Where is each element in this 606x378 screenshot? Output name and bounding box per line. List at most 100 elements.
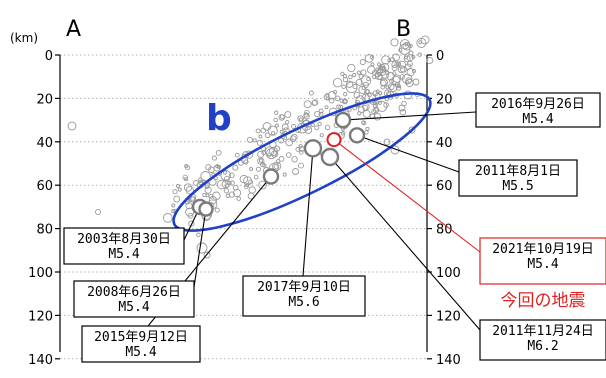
background-event: [268, 146, 279, 156]
event-marker: [326, 132, 342, 148]
event-magnitude-label: M5.4: [125, 345, 156, 360]
left-tick-label: 40: [36, 136, 53, 151]
event-label-box: [475, 92, 601, 128]
background-event: [271, 150, 279, 158]
event-marker: [334, 111, 352, 129]
background-event: [185, 165, 191, 171]
background-event: [196, 242, 208, 254]
event-marker: [348, 127, 366, 144]
event-date-label: 2008年6月26日: [87, 285, 181, 300]
background-event: [397, 84, 401, 89]
background-event: [308, 90, 314, 96]
background-event: [371, 109, 377, 115]
background-event: [262, 122, 272, 131]
background-event: [182, 174, 189, 181]
background-event: [267, 125, 278, 136]
left-tick-label: 80: [36, 223, 53, 238]
background-event: [171, 203, 176, 208]
background-event: [389, 84, 398, 92]
background-event: [318, 108, 324, 114]
background-event: [281, 123, 289, 131]
background-event: [237, 159, 244, 166]
depth-axes: [59, 55, 428, 352]
background-event: [371, 70, 378, 76]
background-event: [274, 123, 279, 128]
background-event: [377, 72, 382, 77]
background-event: [248, 186, 256, 194]
background-event: [304, 109, 310, 116]
background-event: [332, 77, 343, 88]
background-event: [394, 82, 401, 88]
background-event: [399, 39, 410, 50]
event-marker: [198, 201, 214, 217]
background-event: [267, 152, 272, 157]
left-tick-label: 20: [36, 92, 53, 107]
background-event: [285, 138, 294, 147]
background-event: [360, 69, 367, 76]
background-event: [274, 110, 279, 115]
left-tick-label: 140: [28, 353, 53, 368]
background-event: [355, 78, 363, 86]
background-event: [326, 96, 331, 101]
background-event: [264, 146, 275, 157]
background-event: [255, 166, 262, 172]
event-marker: [303, 139, 323, 158]
background-event: [340, 71, 345, 77]
background-event: [341, 98, 348, 105]
background-event: [343, 99, 348, 104]
background-event: [67, 121, 77, 131]
right-tick-label: 120: [436, 309, 461, 324]
background-event: [357, 111, 362, 116]
event-leader-line: [333, 139, 481, 253]
background-event: [282, 172, 287, 177]
background-event: [314, 110, 321, 118]
background-event: [387, 58, 392, 63]
event-marker: [262, 168, 280, 185]
background-event: [303, 100, 312, 109]
background-event: [417, 52, 422, 57]
unit-label: (km): [10, 31, 38, 45]
background-event: [345, 80, 354, 88]
event-label-box: [73, 280, 195, 318]
background-event: [380, 79, 387, 86]
background-event: [339, 98, 344, 103]
event-label-box: [479, 237, 606, 285]
background-event: [352, 72, 357, 78]
background-event: [398, 104, 406, 112]
background-event: [348, 74, 353, 80]
event-magnitude-label: M5.5: [502, 179, 533, 194]
background-event: [300, 120, 312, 131]
background-event: [228, 191, 235, 198]
background-event: [249, 167, 254, 171]
right-tick-label: 60: [436, 179, 453, 194]
background-event: [255, 128, 261, 134]
background-event: [397, 60, 406, 69]
background-event: [298, 117, 303, 122]
background-event: [256, 139, 263, 146]
left-tick-labels: 0 20 40 60 80 100 120 140: [28, 49, 53, 368]
background-event: [359, 59, 366, 66]
background-event: [353, 91, 361, 99]
current-event-note: 今回の地震: [501, 291, 586, 311]
background-event: [404, 63, 412, 70]
background-event: [172, 189, 178, 195]
background-event: [420, 35, 430, 45]
left-tick-label: 120: [28, 309, 53, 324]
background-event: [343, 92, 348, 97]
background-event: [224, 183, 230, 188]
background-event: [285, 119, 290, 125]
background-event: [188, 220, 195, 227]
background-event: [214, 207, 220, 213]
background-event: [236, 196, 241, 201]
event-leader-line: [329, 156, 481, 331]
background-event: [183, 177, 189, 182]
left-tick-label: 100: [28, 266, 53, 281]
background-event: [324, 105, 329, 110]
event-leader-line: [193, 208, 207, 288]
background-event: [234, 152, 240, 158]
background-event: [212, 191, 221, 201]
event-date-label: 2017年9月10日: [257, 280, 351, 295]
region-b-label: b: [206, 98, 232, 139]
background-event: [202, 192, 207, 198]
